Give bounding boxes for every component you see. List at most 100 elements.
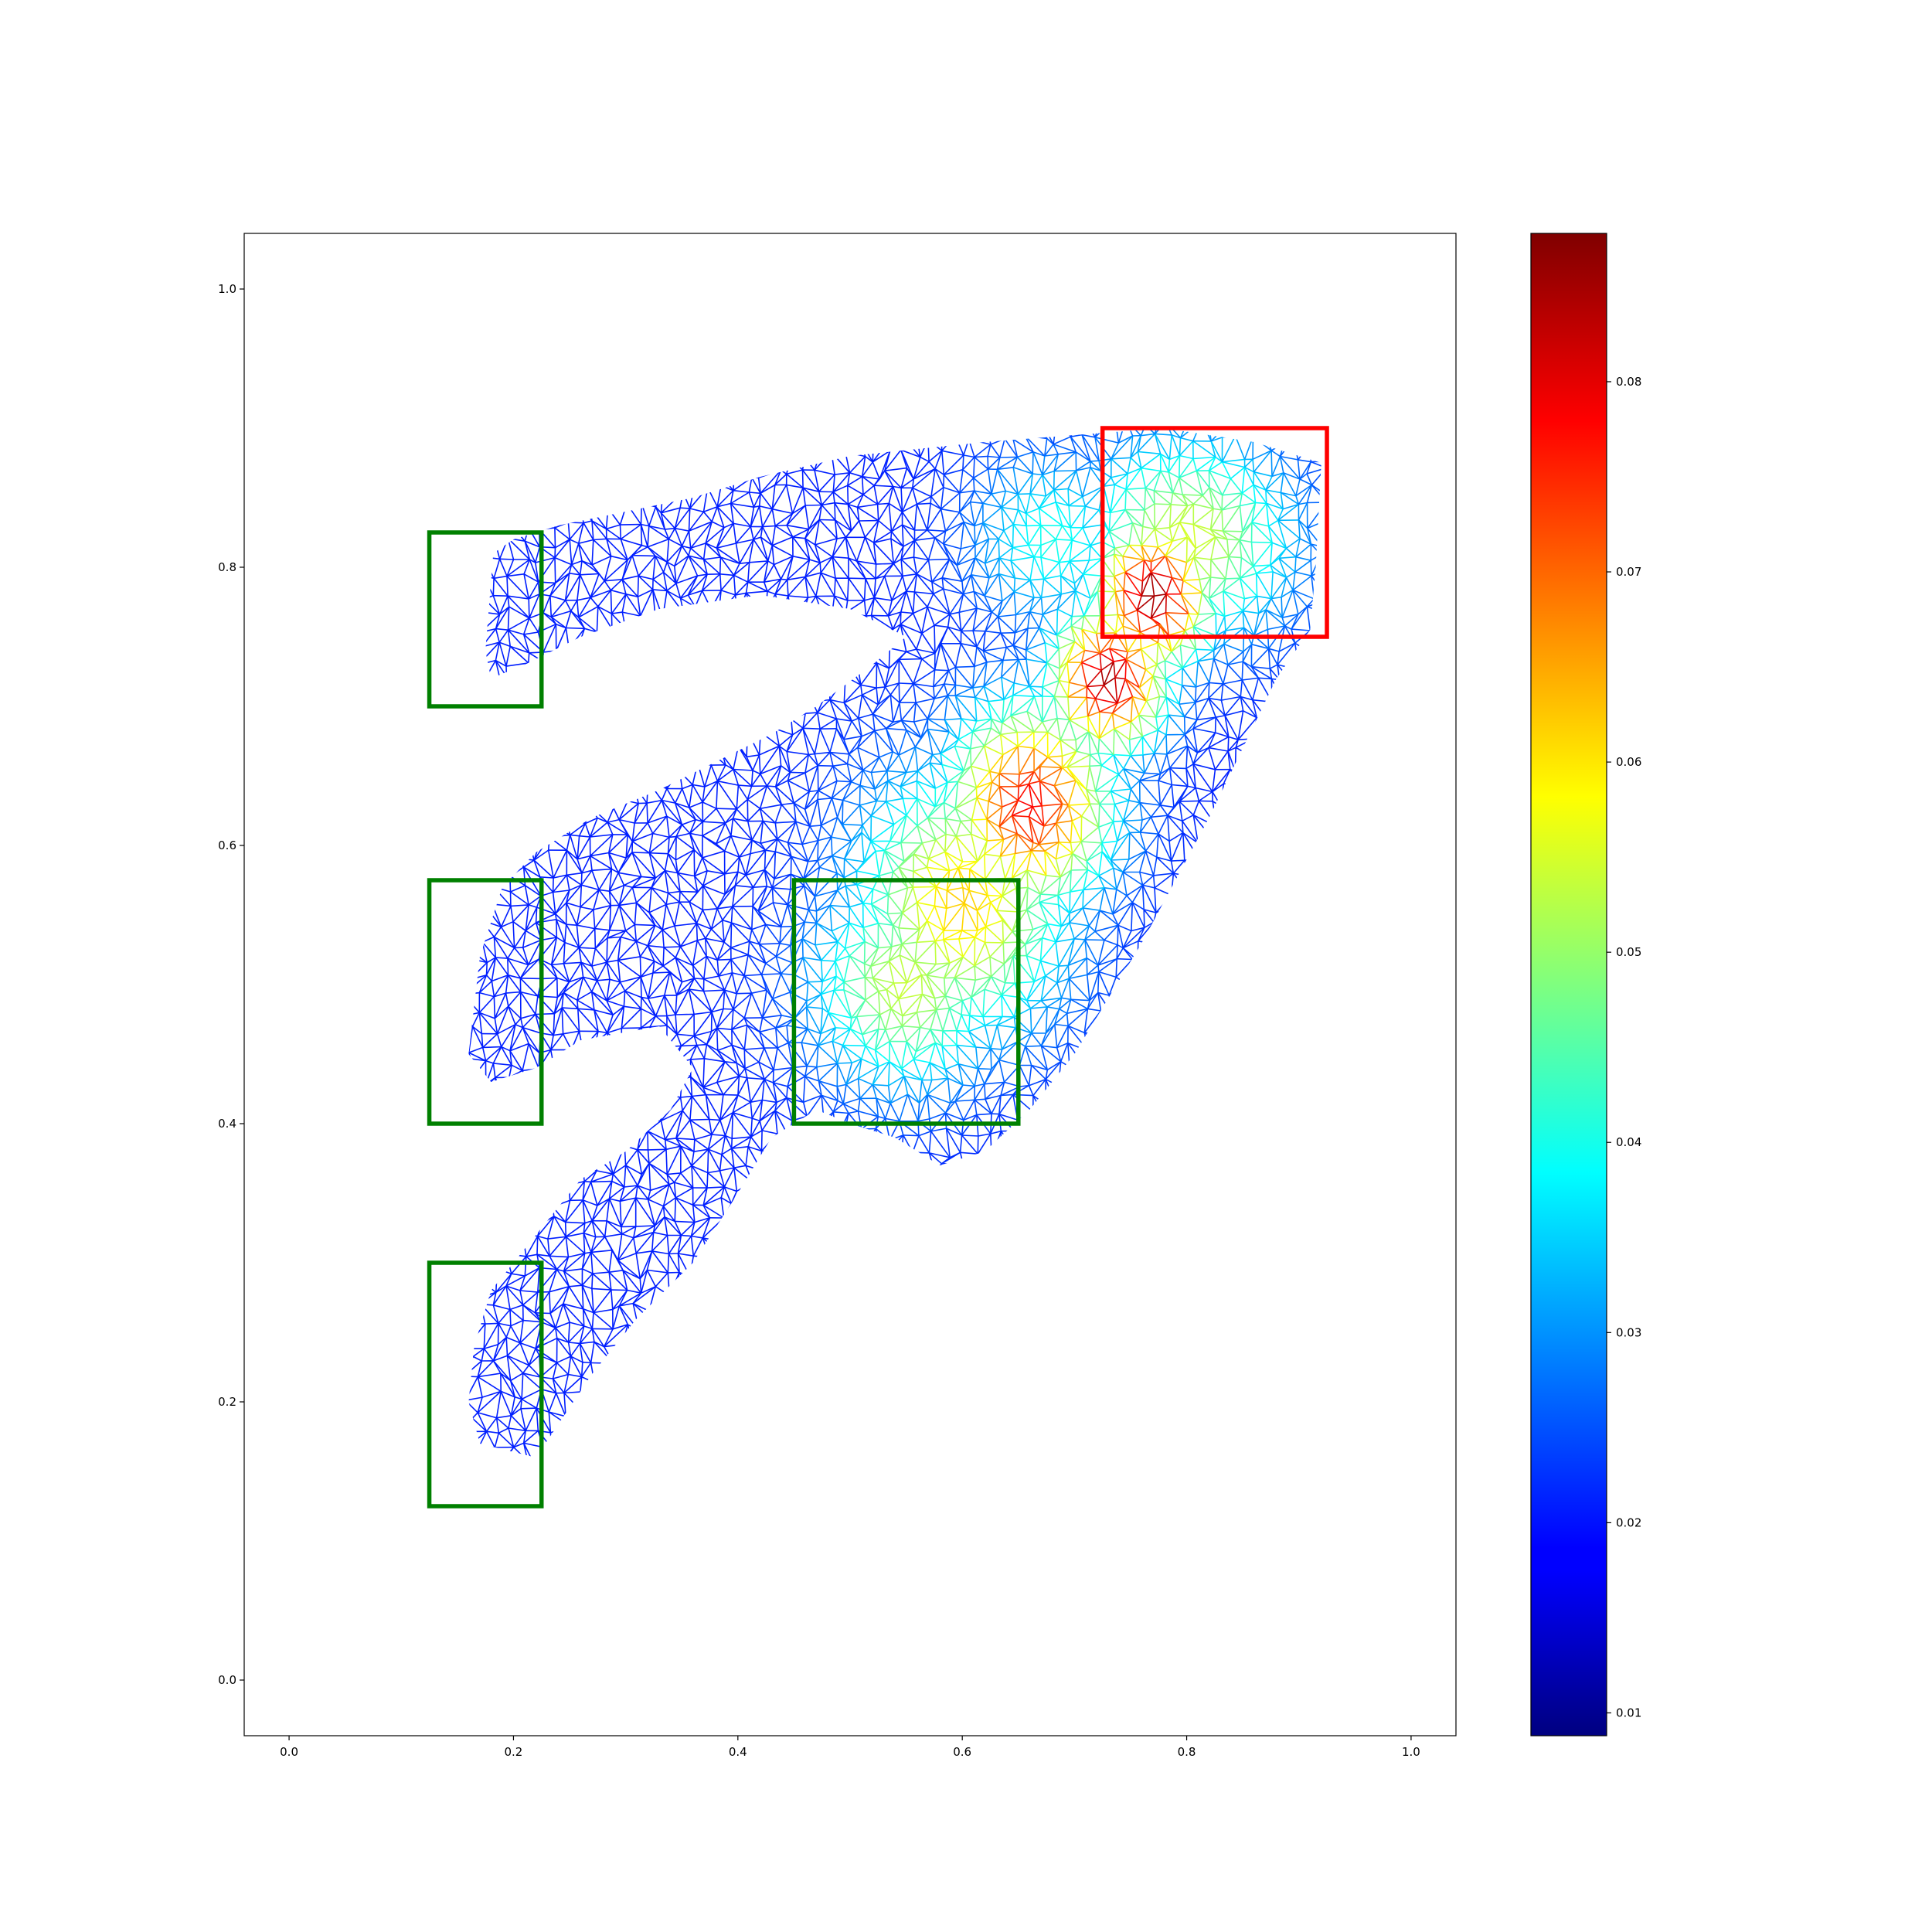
mesh-edge xyxy=(1012,1094,1033,1097)
mesh-edge xyxy=(607,1391,611,1416)
mesh-edge xyxy=(1350,1163,1366,1168)
mesh-edge xyxy=(437,1378,457,1379)
mesh-edge xyxy=(801,1482,818,1484)
mesh-edge xyxy=(1212,1114,1223,1132)
mesh-edge xyxy=(862,1302,879,1315)
mesh-edge xyxy=(1252,1223,1272,1227)
mesh-edge xyxy=(1074,1216,1089,1234)
mesh-edge xyxy=(879,1139,891,1156)
mesh-edge xyxy=(633,1083,654,1101)
mesh-edge xyxy=(1101,1200,1119,1205)
mesh-edge xyxy=(725,1134,733,1140)
mesh-edge xyxy=(986,1376,997,1379)
mesh-edge xyxy=(482,1146,495,1151)
mesh-edge xyxy=(444,1339,454,1362)
mesh-edge xyxy=(843,1294,849,1306)
mesh-edge xyxy=(1082,1329,1085,1348)
mesh-edge xyxy=(570,1440,586,1447)
mesh-edge xyxy=(779,1488,794,1502)
mesh-edge xyxy=(583,1064,592,1086)
mesh-edge xyxy=(1357,1410,1364,1414)
mesh-edge xyxy=(438,1134,440,1148)
mesh-edge xyxy=(1039,1425,1060,1452)
mesh-edge xyxy=(690,1076,707,1096)
mesh-edge xyxy=(1109,1478,1125,1480)
mesh-edge xyxy=(456,1463,473,1479)
mesh-edge xyxy=(1059,1379,1063,1397)
mesh-edge xyxy=(744,1313,751,1327)
mesh-edge xyxy=(865,1426,876,1434)
mesh-edge xyxy=(1338,1285,1342,1304)
mesh-edge xyxy=(1264,1374,1282,1383)
mesh-edge xyxy=(450,1101,452,1115)
mesh-edge xyxy=(1033,1134,1047,1137)
mesh-edge xyxy=(411,1480,414,1502)
mesh-edge xyxy=(794,1203,806,1208)
mesh-edge xyxy=(1283,1427,1299,1434)
mesh-edge xyxy=(438,1251,451,1252)
mesh-edge xyxy=(627,1324,640,1332)
mesh-edge xyxy=(845,1191,849,1200)
mesh-edge xyxy=(495,1268,498,1293)
mesh-edge xyxy=(1032,1477,1046,1482)
mesh-edge xyxy=(877,1314,879,1321)
mesh-edge xyxy=(1087,1479,1104,1487)
mesh-edge xyxy=(1278,1274,1284,1292)
mesh-edge xyxy=(596,1400,610,1416)
mesh-edge xyxy=(1230,1145,1242,1155)
mesh-edge xyxy=(1207,1495,1228,1502)
mesh-edge xyxy=(1257,1289,1264,1313)
mesh-edge xyxy=(612,1117,627,1123)
mesh-edge xyxy=(745,1348,763,1358)
mesh-edge xyxy=(1056,1481,1073,1496)
mesh-edge xyxy=(961,1428,972,1436)
mesh-edge xyxy=(985,1287,1000,1296)
mesh-edge xyxy=(695,1449,711,1458)
mesh-edge xyxy=(834,1268,846,1287)
mesh-edge xyxy=(734,1236,753,1252)
mesh-edge xyxy=(945,1112,964,1121)
mesh-edge xyxy=(1101,1099,1111,1113)
mesh-edge xyxy=(1348,1274,1349,1293)
mesh-edge xyxy=(1139,1131,1158,1158)
mesh-edge xyxy=(1113,1270,1132,1293)
mesh-edge xyxy=(998,1308,1002,1321)
mesh-edge xyxy=(816,1296,818,1303)
mesh-edge xyxy=(1138,1170,1145,1184)
mesh-edge xyxy=(690,1236,695,1257)
mesh-edge xyxy=(648,1390,662,1400)
mesh-edge xyxy=(617,1260,641,1280)
mesh-edge xyxy=(836,1357,852,1379)
mesh-edge xyxy=(1059,1277,1069,1297)
mesh-edge xyxy=(1185,1326,1202,1349)
mesh-edge xyxy=(738,1288,754,1294)
mesh-edge xyxy=(578,1121,593,1140)
mesh-edge xyxy=(528,1461,537,1488)
mesh-edge xyxy=(1000,1131,1016,1151)
mesh-edge xyxy=(668,1359,675,1363)
mesh-edge xyxy=(801,1197,818,1226)
mesh-edge xyxy=(1305,1214,1321,1226)
mesh-edge xyxy=(609,1379,614,1392)
mesh-edge xyxy=(675,1197,694,1206)
mesh-edge xyxy=(736,1268,753,1274)
mesh-edge xyxy=(442,1080,451,1081)
mesh-edge xyxy=(1279,1267,1298,1275)
mesh-edge xyxy=(442,1064,460,1080)
mesh-edge xyxy=(794,1269,804,1286)
mesh-edge xyxy=(468,1356,474,1377)
mesh-edge xyxy=(973,1477,985,1483)
mesh-edge xyxy=(800,1355,810,1374)
mesh-edge xyxy=(562,1118,570,1134)
mesh-edge xyxy=(664,1476,677,1485)
mesh-edge xyxy=(1083,1495,1101,1498)
mesh-edge xyxy=(1041,1104,1046,1112)
mesh-edge xyxy=(1032,1111,1042,1113)
mesh-edge xyxy=(974,1099,992,1114)
mesh-edge xyxy=(505,1285,511,1310)
mesh-edge xyxy=(1087,1390,1105,1395)
mesh-edge xyxy=(1238,1185,1246,1206)
mesh-edge xyxy=(1104,1111,1111,1120)
mesh-edge xyxy=(505,1273,512,1287)
mesh-edge xyxy=(519,1267,540,1291)
